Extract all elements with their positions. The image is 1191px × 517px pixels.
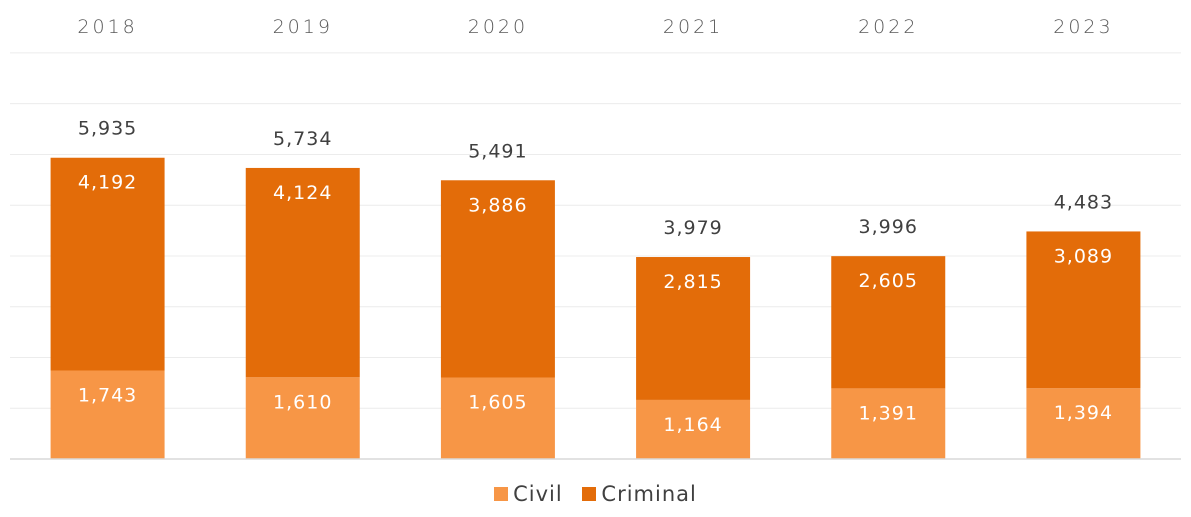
bar-criminal: [440, 180, 555, 378]
data-label-criminal: 2,815: [663, 271, 722, 293]
category-label: 2018: [77, 16, 137, 38]
bar-civil: [831, 388, 946, 459]
data-label-civil: 1,605: [468, 392, 527, 414]
bar-civil: [245, 377, 360, 459]
data-label-civil: 1,394: [1054, 402, 1113, 424]
data-label-civil: 1,391: [859, 402, 918, 424]
data-label-civil: 1,164: [663, 414, 722, 436]
legend-label-civil: Civil: [513, 482, 563, 506]
total-label: 5,491: [468, 140, 527, 162]
legend-item-criminal: Criminal: [582, 482, 696, 506]
bar-civil: [50, 370, 165, 459]
chart-legend: Civil Criminal: [0, 482, 1191, 506]
legend-swatch-civil: [494, 487, 509, 501]
legend-label-criminal: Criminal: [601, 482, 697, 506]
legend-swatch-criminal: [582, 487, 597, 501]
category-label: 2019: [273, 16, 333, 38]
data-label-criminal: 3,089: [1054, 245, 1113, 267]
bar-civil: [636, 399, 751, 459]
data-label-criminal: 4,124: [273, 182, 332, 204]
bar-civil: [1026, 388, 1141, 459]
total-label: 5,734: [273, 128, 332, 150]
category-label: 2020: [468, 16, 528, 38]
total-label: 5,935: [78, 118, 137, 140]
bar-criminal: [636, 257, 751, 400]
bar-criminal: [50, 157, 165, 371]
total-label: 3,979: [663, 217, 722, 239]
bar-criminal: [245, 167, 360, 378]
category-label: 2023: [1053, 16, 1113, 38]
data-label-criminal: 2,605: [859, 270, 918, 292]
total-label: 4,483: [1054, 191, 1113, 213]
data-label-civil: 1,610: [273, 391, 332, 413]
data-label-criminal: 3,886: [468, 194, 527, 216]
category-label: 2022: [858, 16, 918, 38]
legend-item-civil: Civil: [494, 482, 563, 506]
bar-criminal: [1026, 231, 1141, 389]
bar-criminal: [831, 256, 946, 389]
data-label-criminal: 4,192: [78, 172, 137, 194]
data-label-civil: 1,743: [78, 385, 137, 407]
total-label: 3,996: [859, 216, 918, 238]
chart-plot-area: 2018 1,743 4,192 5,935 2019 1,610 4,124 5,734 20…: [10, 16, 1181, 460]
bar-civil: [440, 377, 555, 459]
category-label: 2021: [663, 16, 723, 38]
